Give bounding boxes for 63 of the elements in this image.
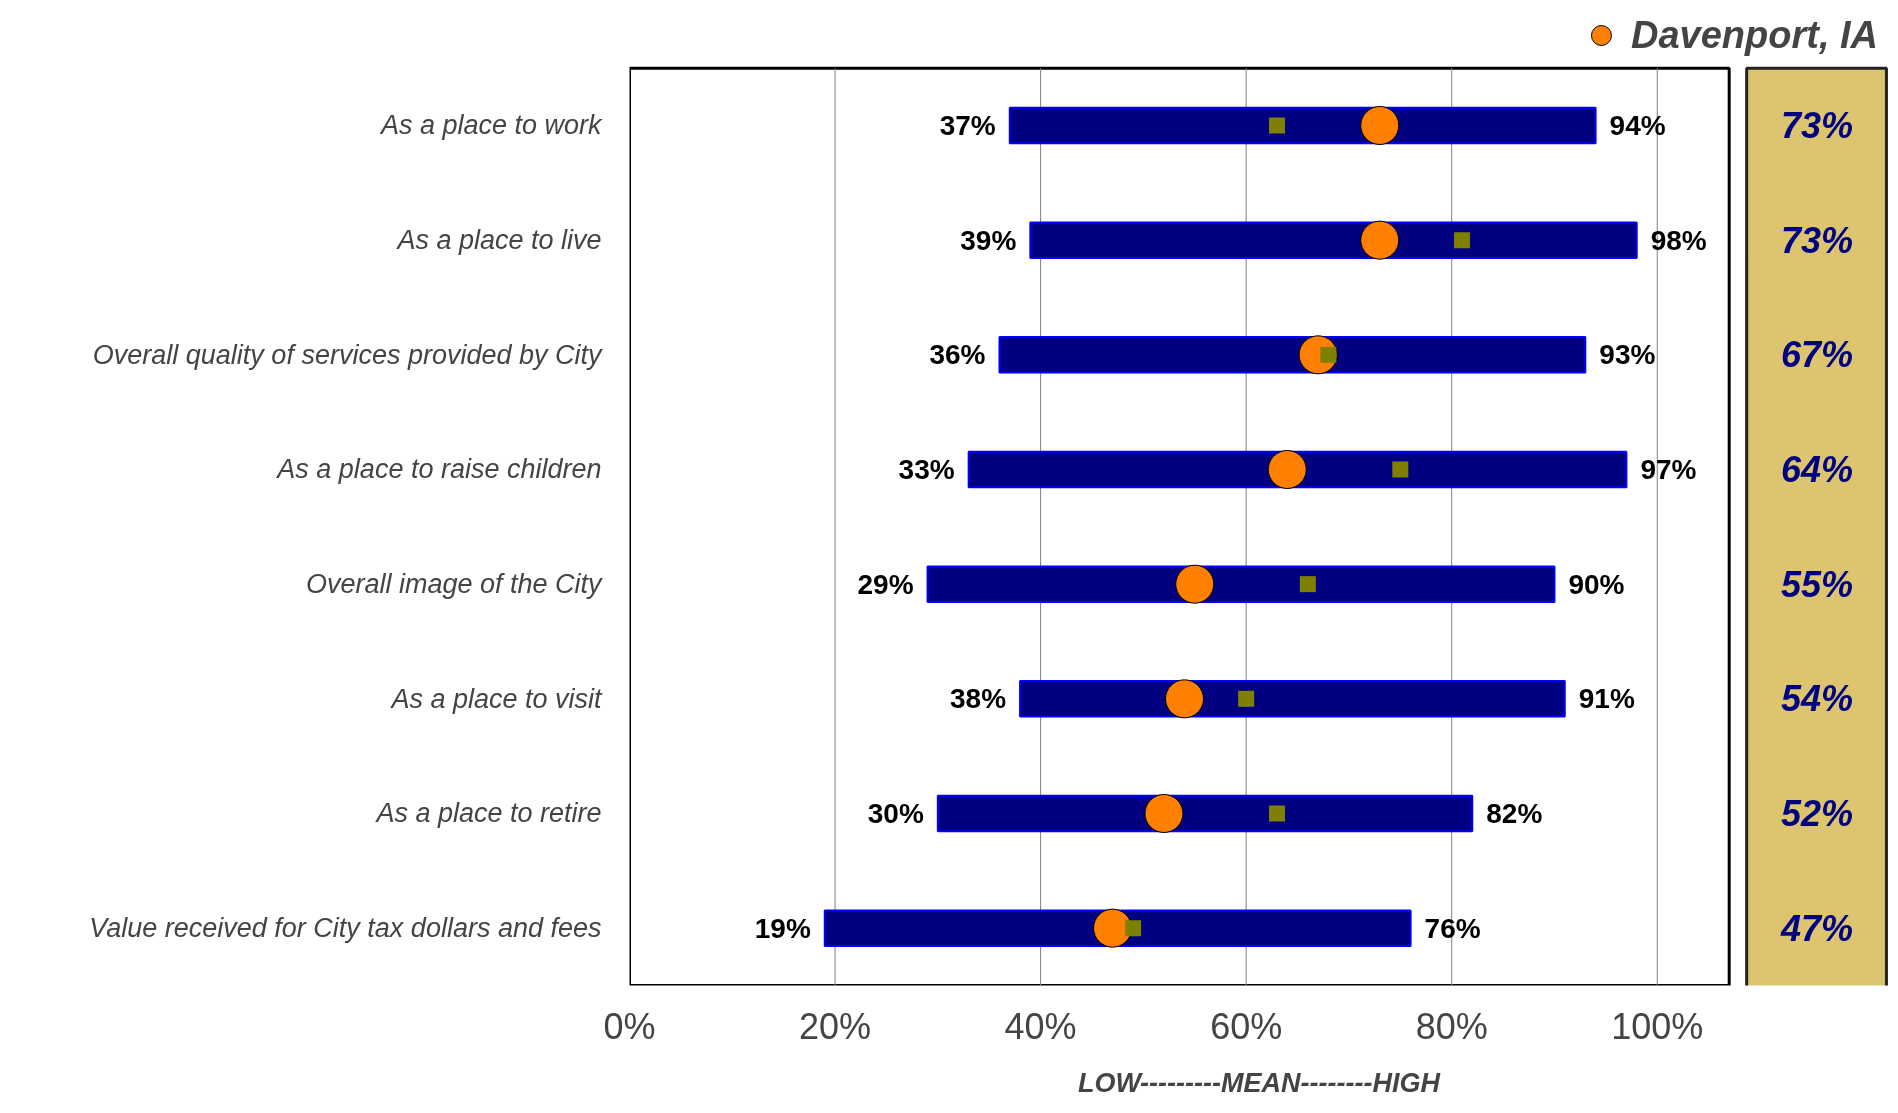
point bbox=[1144, 794, 1184, 833]
y-tick-label: Overall quality of services provided by City bbox=[92, 339, 603, 370]
annotation: 93% bbox=[1599, 339, 1656, 371]
annotation: 82% bbox=[1486, 798, 1543, 829]
point bbox=[1453, 232, 1470, 249]
y-tick-label: As a place to visit bbox=[389, 683, 603, 714]
point bbox=[1360, 220, 1400, 260]
data-label: 64% bbox=[1781, 448, 1854, 490]
annotation: 33% bbox=[898, 453, 955, 485]
x-axis-title: LOW---------MEAN--------HIGH bbox=[1078, 1067, 1441, 1098]
point bbox=[1093, 908, 1133, 948]
bar bbox=[998, 336, 1587, 374]
bar bbox=[823, 909, 1412, 947]
point bbox=[1268, 805, 1285, 822]
annotation: 90% bbox=[1568, 568, 1625, 600]
point bbox=[1175, 564, 1215, 604]
bar bbox=[967, 450, 1628, 489]
y-tick-label: As a place to work bbox=[378, 110, 603, 141]
annotation: 29% bbox=[857, 568, 914, 600]
point bbox=[1360, 106, 1400, 145]
data-label: 47% bbox=[1780, 907, 1854, 949]
y-tick-label: As a place to raise children bbox=[275, 454, 602, 485]
annotation: 38% bbox=[950, 683, 1007, 715]
x-tick-label: 80% bbox=[1415, 1005, 1488, 1047]
bar bbox=[1029, 221, 1638, 259]
point bbox=[1164, 679, 1204, 719]
annotation: 36% bbox=[929, 339, 986, 371]
annotation: 91% bbox=[1578, 683, 1635, 715]
data-label: 55% bbox=[1781, 563, 1854, 605]
point bbox=[1238, 690, 1255, 707]
point bbox=[1320, 346, 1337, 363]
x-tick-label: 100% bbox=[1611, 1005, 1704, 1047]
data-label: 67% bbox=[1781, 334, 1854, 376]
x-tick-label: 20% bbox=[799, 1005, 872, 1047]
annotation: 94% bbox=[1609, 109, 1666, 141]
annotation: 39% bbox=[960, 224, 1017, 256]
data-label: 52% bbox=[1781, 793, 1854, 834]
y-tick-label: Value received for City tax dollars and fees bbox=[89, 913, 602, 944]
point bbox=[1267, 450, 1307, 489]
bar bbox=[1019, 680, 1566, 718]
annotation: 98% bbox=[1650, 224, 1707, 256]
annotation: 76% bbox=[1424, 912, 1481, 944]
annotation: 97% bbox=[1640, 453, 1697, 485]
y-tick-label: Overall image of the City bbox=[305, 569, 603, 600]
point bbox=[1392, 461, 1409, 478]
x-tick-label: 60% bbox=[1210, 1005, 1283, 1047]
point bbox=[1268, 117, 1285, 134]
point bbox=[1299, 576, 1316, 593]
bar bbox=[1008, 106, 1597, 145]
bar bbox=[936, 794, 1474, 833]
y-tick-label: As a place to retire bbox=[374, 798, 602, 829]
data-label: 73% bbox=[1781, 219, 1854, 261]
annotation: 30% bbox=[867, 798, 924, 829]
point bbox=[1125, 920, 1142, 937]
x-tick-label: 40% bbox=[1004, 1005, 1077, 1047]
data-label: 73% bbox=[1781, 104, 1854, 146]
x-tick-label: 0% bbox=[603, 1005, 656, 1047]
data-label: 54% bbox=[1781, 678, 1854, 720]
bar bbox=[926, 565, 1556, 603]
annotation: 19% bbox=[754, 912, 811, 944]
annotation: 37% bbox=[939, 109, 996, 141]
y-tick-label: As a place to live bbox=[395, 225, 602, 256]
legend-label: Davenport, IA bbox=[1630, 13, 1878, 57]
